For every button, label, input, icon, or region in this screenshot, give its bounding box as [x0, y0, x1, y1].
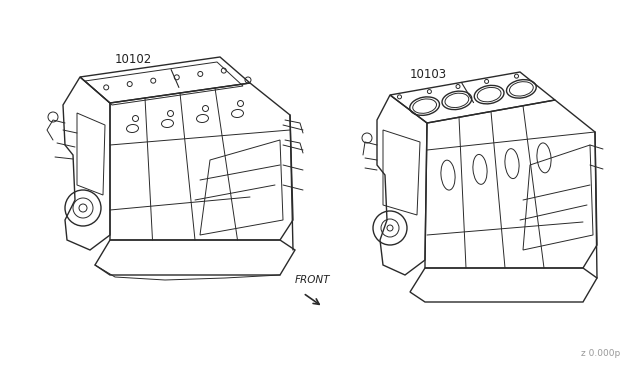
- Text: z 0.000p: z 0.000p: [580, 349, 620, 358]
- Text: 10103: 10103: [410, 68, 447, 81]
- Text: 10102: 10102: [115, 53, 152, 66]
- Text: FRONT: FRONT: [295, 275, 330, 285]
